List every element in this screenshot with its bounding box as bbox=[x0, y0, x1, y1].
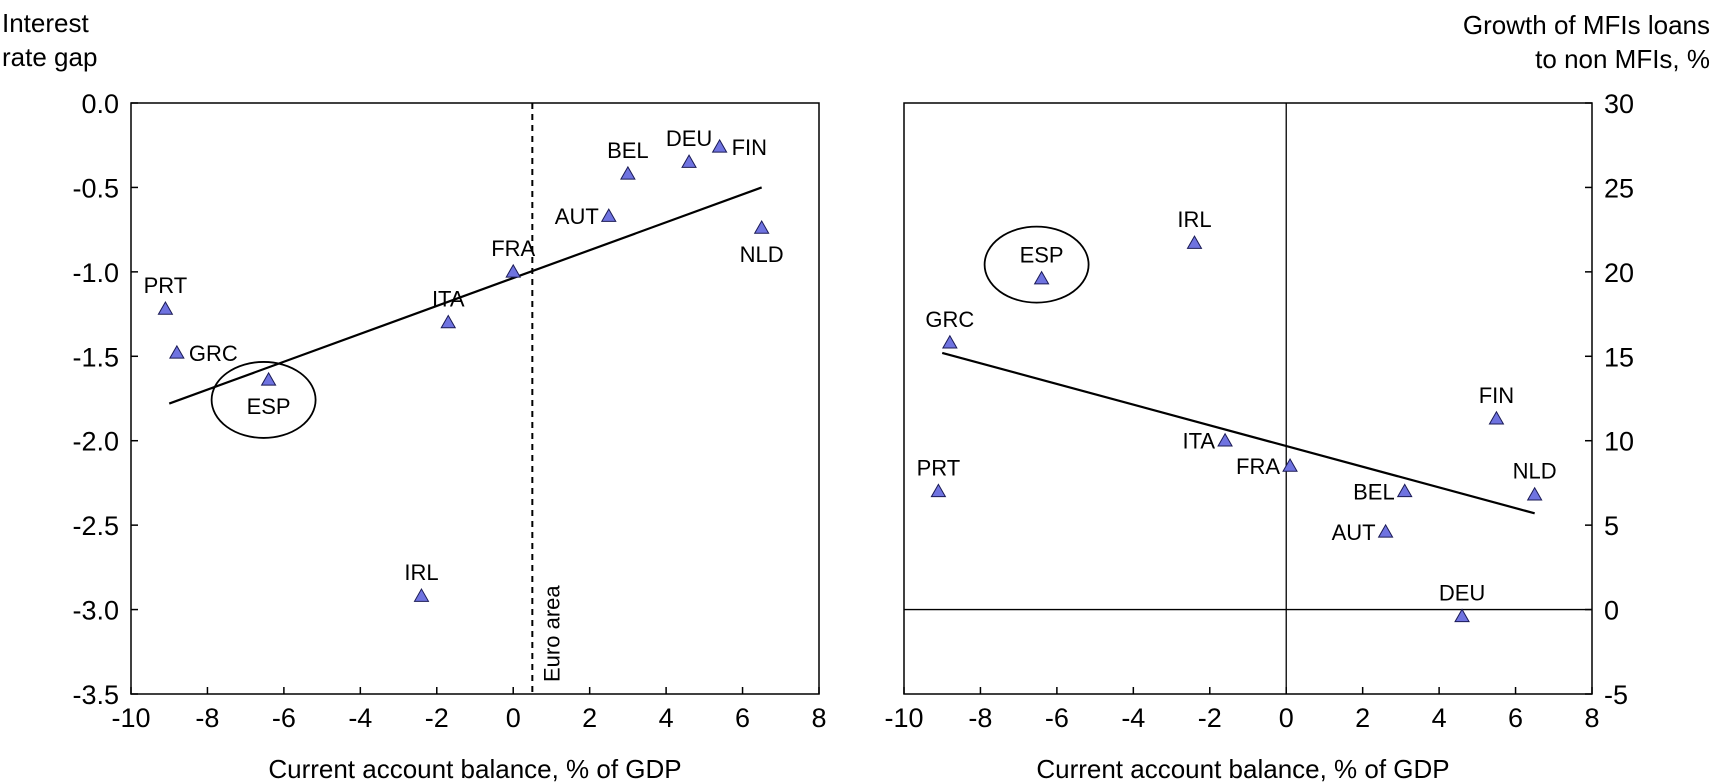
right-y-tick-label: 5 bbox=[1604, 511, 1619, 541]
right-x-tick-label: -10 bbox=[884, 703, 923, 733]
left-point-aut bbox=[600, 208, 617, 222]
right-x-tick-label: 2 bbox=[1355, 703, 1370, 733]
right-trend-line bbox=[941, 351, 1535, 515]
left-x-tick-label: -10 bbox=[111, 703, 150, 733]
right-point-fra bbox=[1282, 458, 1298, 472]
left-highlight-ellipse-esp bbox=[210, 361, 317, 439]
left-point-label-nld: NLD bbox=[740, 242, 784, 267]
left-panel: Interest rate gap Current account balanc… bbox=[2, 8, 827, 783]
left-point-prt bbox=[157, 300, 174, 315]
right-y-axis-title-line-1: Growth of MFIs loans bbox=[1463, 10, 1710, 40]
right-point-label-nld: NLD bbox=[1513, 459, 1557, 484]
right-highlight-ellipse-esp bbox=[983, 225, 1090, 304]
right-point-label-fin: FIN bbox=[1479, 383, 1514, 408]
left-point-label-deu: DEU bbox=[666, 126, 712, 151]
left-x-tick-label: -4 bbox=[348, 703, 372, 733]
left-x-tick-label: -2 bbox=[425, 703, 449, 733]
right-y-tick-label: -5 bbox=[1604, 680, 1628, 710]
right-panel: Growth of MFIs loans to non MFIs, % Curr… bbox=[884, 10, 1710, 783]
left-point-irl bbox=[413, 588, 430, 602]
right-point-aut bbox=[1377, 523, 1394, 538]
left-x-tick-label: -6 bbox=[272, 703, 296, 733]
left-euro-area-label: Euro area bbox=[539, 585, 564, 682]
left-point-label-ita: ITA bbox=[432, 287, 465, 312]
right-point-label-ita: ITA bbox=[1182, 429, 1215, 454]
left-x-axis-title: Current account balance, % of GDP bbox=[268, 754, 681, 783]
right-point-label-fra: FRA bbox=[1236, 454, 1280, 479]
right-point-deu bbox=[1454, 608, 1470, 623]
left-y-tick-label: -2.0 bbox=[72, 427, 119, 457]
right-point-label-esp: ESP bbox=[1020, 243, 1064, 268]
right-point-prt bbox=[930, 483, 947, 498]
right-y-tick-label: 10 bbox=[1604, 427, 1634, 457]
right-x-tick-label: -2 bbox=[1198, 703, 1222, 733]
right-point-label-deu: DEU bbox=[1439, 580, 1485, 605]
right-point-nld bbox=[1526, 486, 1543, 501]
left-y-tick-label: -1.0 bbox=[72, 258, 119, 288]
left-point-label-prt: PRT bbox=[144, 273, 188, 298]
right-y-tick-label: 15 bbox=[1604, 342, 1634, 372]
left-y-tick-label: -3.5 bbox=[72, 680, 119, 710]
right-y-axis-title-line-2: to non MFIs, % bbox=[1535, 44, 1710, 74]
left-point-label-irl: IRL bbox=[404, 560, 438, 585]
right-plot-frame bbox=[903, 102, 1593, 695]
left-y-tick-label: -3.0 bbox=[72, 596, 119, 626]
left-point-label-aut: AUT bbox=[555, 204, 599, 229]
left-point-nld bbox=[753, 219, 770, 234]
right-x-tick-label: -8 bbox=[968, 703, 992, 733]
left-x-tick-label: 2 bbox=[582, 703, 597, 733]
right-point-label-bel: BEL bbox=[1353, 479, 1395, 504]
right-y-tick-label: 20 bbox=[1604, 258, 1634, 288]
right-y-tick-label: 25 bbox=[1604, 173, 1634, 203]
right-y-tick-label: 0 bbox=[1604, 596, 1619, 626]
left-trend-line bbox=[168, 186, 763, 405]
left-x-tick-label: 0 bbox=[506, 703, 521, 733]
left-point-label-bel: BEL bbox=[607, 138, 649, 163]
right-point-label-grc: GRC bbox=[925, 307, 974, 332]
left-point-label-grc: GRC bbox=[189, 341, 238, 366]
left-x-tick-label: 8 bbox=[811, 703, 826, 733]
left-point-fin bbox=[711, 138, 728, 153]
left-point-ita bbox=[440, 314, 457, 329]
right-point-irl bbox=[1186, 235, 1203, 249]
right-x-tick-label: 0 bbox=[1279, 703, 1294, 733]
right-x-tick-label: 8 bbox=[1584, 703, 1599, 733]
right-point-label-prt: PRT bbox=[917, 455, 961, 480]
right-point-fin bbox=[1488, 410, 1505, 425]
left-point-label-fin: FIN bbox=[732, 135, 767, 160]
left-y-axis-title-line-2: rate gap bbox=[2, 42, 97, 72]
left-point-grc bbox=[169, 344, 185, 359]
right-x-tick-label: 6 bbox=[1508, 703, 1523, 733]
left-y-axis-title-line-1: Interest bbox=[2, 8, 89, 38]
right-point-grc bbox=[942, 334, 958, 349]
left-point-esp bbox=[260, 371, 277, 386]
right-point-esp bbox=[1033, 270, 1050, 285]
right-x-axis-title: Current account balance, % of GDP bbox=[1036, 754, 1449, 783]
left-point-bel bbox=[620, 165, 636, 180]
left-point-fra bbox=[505, 263, 522, 278]
right-point-label-aut: AUT bbox=[1332, 520, 1376, 545]
left-x-tick-label: 6 bbox=[735, 703, 750, 733]
left-plot-frame bbox=[130, 102, 820, 695]
left-y-tick-label: -2.5 bbox=[72, 511, 119, 541]
left-point-deu bbox=[681, 154, 697, 168]
right-point-label-irl: IRL bbox=[1177, 207, 1211, 232]
left-y-tick-label: -1.5 bbox=[72, 342, 119, 372]
left-point-label-fra: FRA bbox=[491, 236, 535, 261]
right-point-bel bbox=[1396, 483, 1413, 498]
left-y-tick-label: 0.0 bbox=[81, 89, 119, 119]
right-x-tick-label: -6 bbox=[1045, 703, 1069, 733]
left-x-tick-label: 4 bbox=[659, 703, 674, 733]
right-x-tick-label: 4 bbox=[1432, 703, 1447, 733]
right-point-ita bbox=[1217, 432, 1233, 447]
left-y-tick-label: -0.5 bbox=[72, 173, 119, 203]
right-x-tick-label: -4 bbox=[1121, 703, 1145, 733]
right-y-tick-label: 30 bbox=[1604, 89, 1634, 119]
left-point-label-esp: ESP bbox=[247, 394, 291, 419]
left-x-tick-label: -8 bbox=[195, 703, 219, 733]
